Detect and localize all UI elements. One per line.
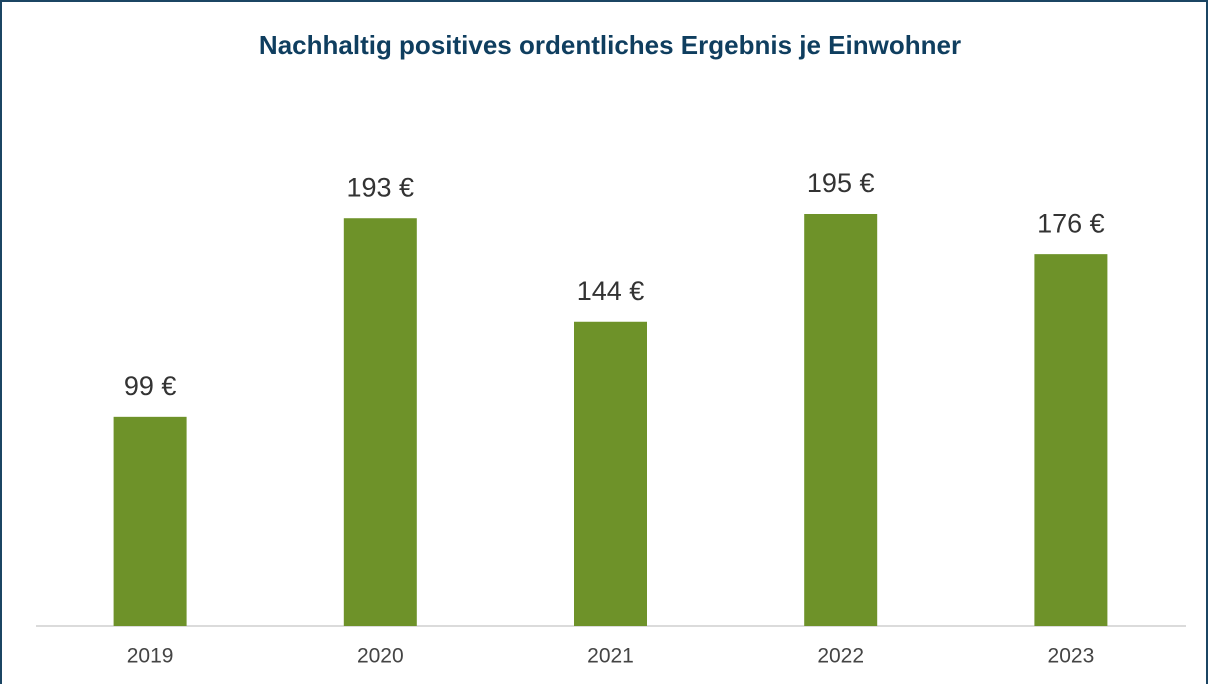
x-tick-label: 2022 <box>817 645 864 668</box>
x-tick-label: 2020 <box>357 645 404 668</box>
bar <box>343 218 417 626</box>
value-label: 176 € <box>1037 208 1105 238</box>
value-label: 99 € <box>124 371 177 401</box>
bar <box>1034 254 1108 626</box>
x-tick-label: 2019 <box>127 645 174 668</box>
value-label: 193 € <box>347 172 415 202</box>
x-tick-label: 2023 <box>1048 645 1095 668</box>
value-label: 144 € <box>577 276 645 306</box>
bar <box>574 321 647 626</box>
value-label: 195 € <box>807 168 875 198</box>
chart-title: Nachhaltig positives ordentliches Ergebn… <box>259 30 961 60</box>
bar <box>804 214 878 626</box>
bar <box>113 416 187 626</box>
x-tick-label: 2021 <box>587 645 634 668</box>
